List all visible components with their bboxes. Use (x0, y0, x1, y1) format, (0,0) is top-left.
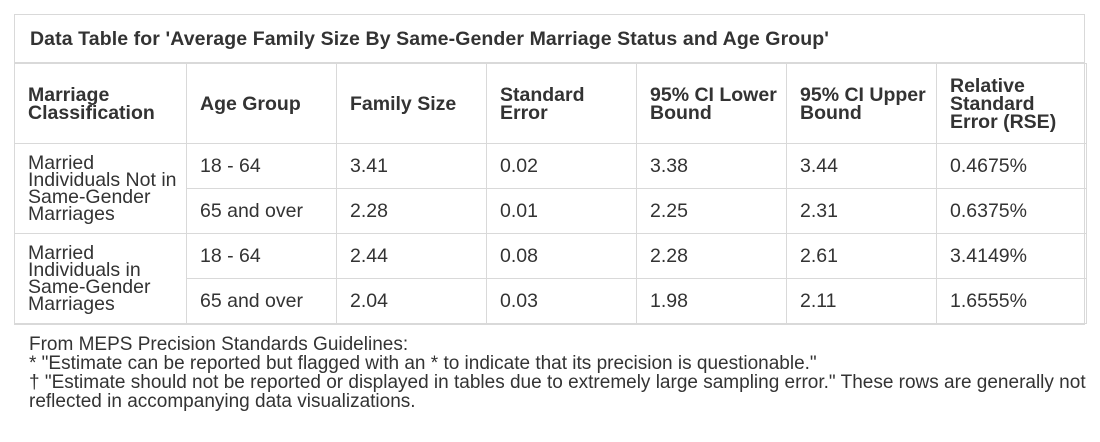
cell-age-group: 18 - 64 (186, 233, 337, 279)
table-title: Data Table for 'Average Family Size By S… (15, 15, 1084, 63)
cell-rse: 3.4149% (936, 233, 1087, 279)
data-table-panel: Data Table for 'Average Family Size By S… (14, 14, 1087, 325)
cell-family-size: 3.41 (336, 143, 487, 189)
cell-ci-upper: 2.61 (786, 233, 937, 279)
cell-ci-lower: 3.38 (636, 143, 787, 189)
col-header-family-size: Family Size (336, 63, 487, 144)
cell-rse: 1.6555% (936, 278, 1087, 324)
group-label: Married Individuals in Same-Gender Marri… (14, 233, 187, 324)
table-row: Married Individuals in Same-Gender Marri… (14, 233, 1087, 324)
cell-age-group: 65 and over (186, 278, 337, 324)
cell-family-size: 2.04 (336, 278, 487, 324)
cell-standard-error: 0.02 (486, 143, 637, 189)
footnote-asterisk: * "Estimate can be reported but flagged … (29, 353, 817, 374)
cell-rse: 0.4675% (936, 143, 1087, 189)
cell-ci-upper: 3.44 (786, 143, 937, 189)
table-row: 65 and over 2.28 0.01 2.25 2.31 0.6375% (15, 188, 1087, 234)
cell-ci-upper: 2.31 (786, 188, 937, 234)
table-row: Married Individuals Not in Same-Gender M… (14, 143, 1087, 234)
cell-ci-lower: 1.98 (636, 278, 787, 324)
cell-ci-lower: 2.28 (636, 233, 787, 279)
footnotes: From MEPS Precision Standards Guidelines… (29, 335, 1089, 411)
header-row: Marriage Classification Age Group Family… (14, 63, 1087, 144)
cell-standard-error: 0.08 (486, 233, 637, 279)
cell-standard-error: 0.01 (486, 188, 637, 234)
cell-family-size: 2.44 (336, 233, 487, 279)
cell-ci-lower: 2.25 (636, 188, 787, 234)
cell-ci-upper: 2.11 (786, 278, 937, 324)
col-header-standard-error: Standard Error (486, 63, 637, 144)
col-header-age-group: Age Group (186, 63, 337, 144)
cell-rse: 0.6375% (936, 188, 1087, 234)
footnote-dagger: † "Estimate should not be reported or di… (29, 372, 1086, 412)
cell-family-size: 2.28 (336, 188, 487, 234)
cell-age-group: 65 and over (186, 188, 337, 234)
col-header-ci-upper: 95% CI Upper Bound (786, 63, 937, 144)
col-header-rse: Relative Standard Error (RSE) (936, 63, 1087, 144)
cell-standard-error: 0.03 (486, 278, 637, 324)
col-header-marriage-classification: Marriage Classification (14, 63, 187, 144)
cell-age-group: 18 - 64 (186, 143, 337, 189)
data-table: Marriage Classification Age Group Family… (14, 63, 1087, 324)
col-header-ci-lower: 95% CI Lower Bound (636, 63, 787, 144)
footnote-source: From MEPS Precision Standards Guidelines… (29, 334, 409, 355)
table-row: 65 and over 2.04 0.03 1.98 2.11 1.6555% (15, 278, 1087, 324)
group-label: Married Individuals Not in Same-Gender M… (14, 143, 187, 234)
